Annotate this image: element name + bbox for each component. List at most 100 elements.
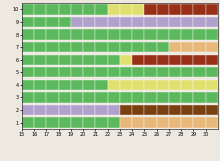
Bar	[181, 117, 193, 128]
Bar	[144, 105, 157, 115]
Bar	[46, 17, 59, 27]
Bar	[205, 67, 218, 77]
Bar	[181, 80, 193, 90]
Bar	[46, 80, 59, 90]
Bar	[71, 4, 83, 15]
Bar	[120, 4, 132, 15]
Bar	[132, 105, 144, 115]
Bar	[83, 55, 95, 65]
Bar	[22, 67, 34, 77]
Bar	[157, 17, 169, 27]
Bar	[205, 42, 218, 52]
Bar	[71, 42, 83, 52]
Bar	[120, 80, 132, 90]
Bar	[157, 4, 169, 15]
Bar	[22, 42, 34, 52]
Bar	[120, 105, 132, 115]
Bar	[95, 117, 108, 128]
Bar	[120, 55, 132, 65]
Bar	[144, 42, 157, 52]
Bar	[95, 105, 108, 115]
Bar	[157, 105, 169, 115]
Bar	[144, 80, 157, 90]
Bar	[83, 42, 95, 52]
Bar	[59, 29, 71, 40]
Bar	[95, 42, 108, 52]
Bar	[108, 29, 120, 40]
Bar	[95, 92, 108, 103]
Bar	[71, 80, 83, 90]
Bar	[120, 17, 132, 27]
Bar	[169, 42, 181, 52]
Bar	[132, 117, 144, 128]
Bar	[22, 105, 34, 115]
Bar	[83, 105, 95, 115]
Bar	[181, 105, 193, 115]
Bar	[144, 55, 157, 65]
Bar	[95, 29, 108, 40]
Bar	[205, 4, 218, 15]
Bar	[120, 92, 132, 103]
Bar	[34, 92, 46, 103]
Bar	[95, 67, 108, 77]
Bar	[95, 4, 108, 15]
Bar	[169, 55, 181, 65]
Bar	[34, 67, 46, 77]
Bar	[59, 17, 71, 27]
Bar	[181, 42, 193, 52]
Bar	[108, 67, 120, 77]
Bar	[205, 80, 218, 90]
Bar	[193, 29, 205, 40]
Bar	[193, 67, 205, 77]
Bar	[108, 92, 120, 103]
Bar	[169, 4, 181, 15]
Bar	[144, 4, 157, 15]
Bar	[83, 4, 95, 15]
Bar	[108, 80, 120, 90]
Bar	[22, 4, 34, 15]
Bar	[83, 80, 95, 90]
Bar	[46, 55, 59, 65]
Bar	[205, 92, 218, 103]
Bar	[34, 55, 46, 65]
Bar	[34, 105, 46, 115]
Bar	[34, 4, 46, 15]
Bar	[193, 17, 205, 27]
Bar	[59, 67, 71, 77]
Bar	[181, 67, 193, 77]
Bar	[144, 17, 157, 27]
Bar	[181, 55, 193, 65]
Bar	[132, 92, 144, 103]
Bar	[34, 17, 46, 27]
Bar	[132, 55, 144, 65]
Bar	[132, 80, 144, 90]
Bar	[59, 105, 71, 115]
Bar	[59, 80, 71, 90]
Bar	[34, 29, 46, 40]
Bar	[34, 117, 46, 128]
Bar	[22, 80, 34, 90]
Bar	[157, 42, 169, 52]
Bar	[205, 117, 218, 128]
Bar	[59, 117, 71, 128]
Bar	[83, 29, 95, 40]
Bar	[108, 117, 120, 128]
Bar	[22, 17, 34, 27]
Bar	[144, 29, 157, 40]
Bar	[22, 29, 34, 40]
Bar	[108, 55, 120, 65]
Bar	[193, 42, 205, 52]
Bar	[157, 80, 169, 90]
Bar	[169, 92, 181, 103]
Bar	[132, 29, 144, 40]
Bar	[169, 17, 181, 27]
Bar	[169, 105, 181, 115]
Bar	[193, 105, 205, 115]
Bar	[71, 55, 83, 65]
Bar	[71, 92, 83, 103]
Bar	[46, 42, 59, 52]
Bar	[157, 29, 169, 40]
Bar	[71, 117, 83, 128]
Bar	[22, 117, 34, 128]
Bar	[46, 4, 59, 15]
